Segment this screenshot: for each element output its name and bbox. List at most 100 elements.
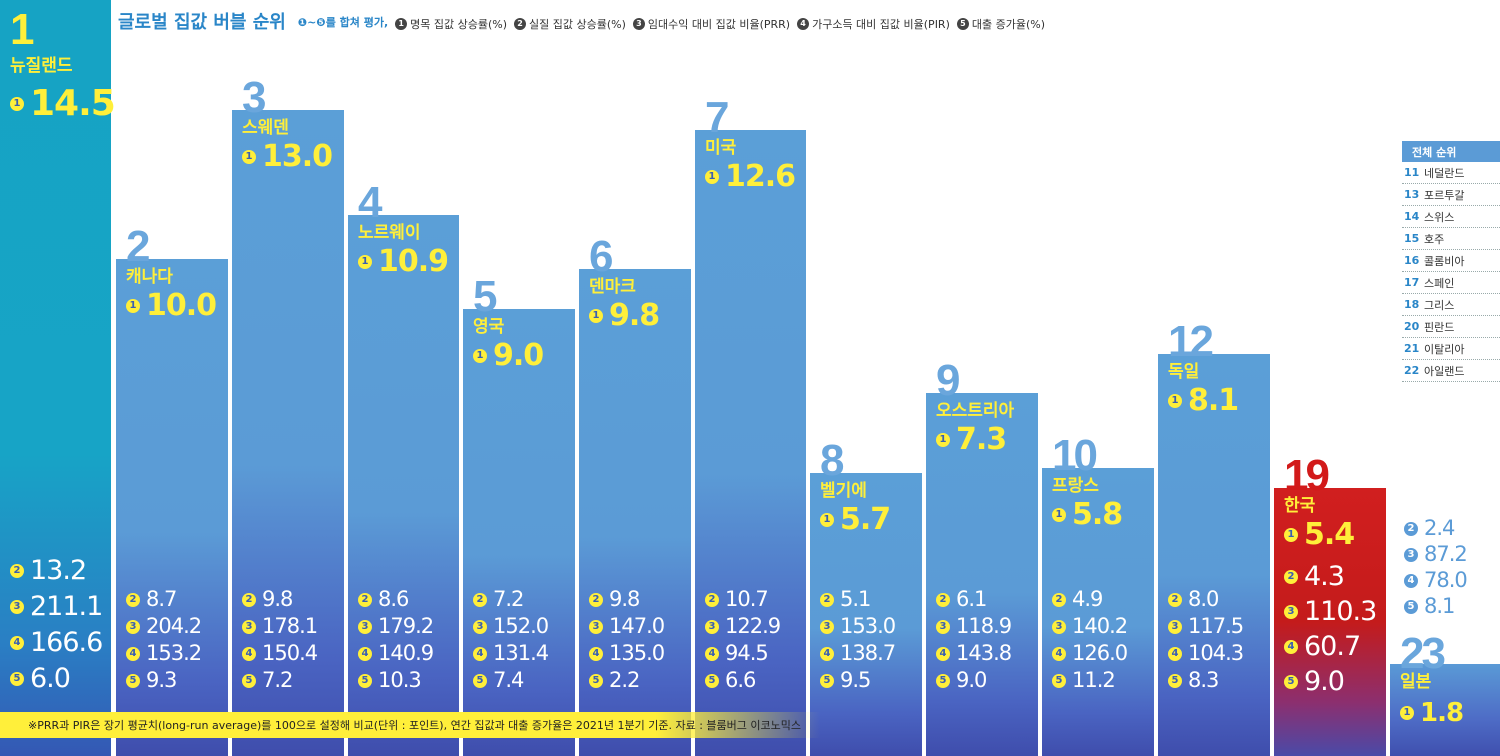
stat-4: 4 135.0: [589, 643, 665, 664]
rank-label: 5: [473, 272, 498, 321]
badge-2-icon: 2: [473, 592, 487, 607]
stat-5: 5 7.4: [473, 670, 524, 691]
badge-4-icon: 4: [473, 646, 487, 661]
stat-3: 3 122.9: [705, 616, 781, 637]
badge-1-icon: 1: [589, 309, 603, 323]
badge-1-icon: 1: [705, 170, 719, 184]
badge-3-icon: 3: [1284, 604, 1298, 619]
legend-item: 1 명목 집값 상승률(%): [395, 16, 507, 32]
legend-badge-icon: 4: [797, 17, 810, 30]
country-label: 독일: [1168, 362, 1200, 382]
legend-badge-icon: 5: [956, 17, 969, 30]
rank-number: 20: [1404, 320, 1420, 333]
stat-4: 4 140.9: [358, 643, 434, 664]
rank-row: 15 호주: [1402, 228, 1500, 250]
badge-4-icon: 4: [820, 646, 834, 661]
stat-value: 7.2: [262, 668, 293, 692]
stat-value: 8.3: [1188, 668, 1219, 692]
stat-3: 3 87.2: [1404, 542, 1468, 566]
badge-4-icon: 4: [936, 646, 950, 661]
stat-4: 4 126.0: [1052, 643, 1128, 664]
stat-value: 104.3: [1188, 641, 1244, 665]
stat-value: 10.7: [725, 587, 769, 611]
rank-row: 22 아일랜드: [1402, 360, 1500, 382]
stat-3: 3 152.0: [473, 616, 549, 637]
badge-3-icon: 3: [473, 619, 487, 634]
legend-label: 가구소득 대비 집값 비율(PIR): [812, 17, 950, 31]
score-label: 1 13.0: [242, 142, 333, 172]
badge-2-icon: 2: [1168, 592, 1182, 607]
rank-row: 13 포르투갈: [1402, 184, 1500, 206]
rank-label: 23: [1400, 629, 1446, 678]
stat-value: 9.0: [956, 668, 987, 692]
badge-3-icon: 3: [242, 619, 256, 634]
rank-country: 이탈리아: [1424, 342, 1465, 356]
stat-2: 2 8.0: [1168, 587, 1219, 611]
badge-2-icon: 2: [10, 563, 24, 578]
stat-2: 2 5.1: [820, 589, 871, 610]
stat-2: 2 4.9: [1052, 589, 1103, 610]
country-label: 캐나다: [126, 267, 173, 287]
stat-value: 9.5: [840, 668, 871, 692]
badge-5-icon: 5: [473, 673, 487, 688]
rank-row: 17 스페인: [1402, 272, 1500, 294]
stat-5: 5 8.3: [1168, 668, 1219, 692]
stat-5: 5 7.2: [242, 668, 293, 692]
stat-2: 2 6.1: [936, 589, 987, 610]
legend-badge-icon: 2: [514, 17, 526, 30]
badge-5-icon: 5: [1052, 673, 1066, 688]
badge-5-icon: 5: [705, 673, 719, 688]
stat-2: 2 13.2: [10, 557, 87, 584]
legend-item: ❶~❺를 합쳐 평가,: [298, 14, 388, 30]
badge-3-icon: 3: [358, 619, 372, 634]
legend-badge-icon: 3: [632, 17, 645, 30]
legend-item: 5 대출 증가율(%): [956, 16, 1045, 32]
rank-label: 2: [126, 222, 151, 271]
badge-3-icon: 3: [1404, 547, 1418, 562]
rank-label: 1: [10, 5, 35, 54]
score-label: 1 5.8: [1052, 500, 1123, 530]
badge-4-icon: 4: [242, 646, 256, 661]
stat-value: 143.8: [956, 641, 1012, 665]
badge-4-icon: 4: [10, 635, 24, 650]
badge-5-icon: 5: [589, 673, 603, 688]
badge-1-icon: 1: [242, 150, 256, 164]
stat-value: 6.6: [725, 668, 756, 692]
badge-1-icon: 1: [820, 513, 834, 527]
stat-5: 5 9.0: [1284, 668, 1345, 695]
stat-3: 3 118.9: [936, 614, 1012, 638]
rank-country: 콜롬비아: [1424, 254, 1465, 268]
badge-4-icon: 4: [358, 646, 372, 661]
rank-country: 그리스: [1424, 298, 1455, 312]
badge-1-icon: 1: [358, 255, 372, 269]
rank-country: 핀란드: [1424, 320, 1455, 334]
stat-value: 7.2: [493, 587, 524, 611]
stat-3: 3 179.2: [358, 616, 434, 637]
badge-1-icon: 1: [126, 299, 140, 313]
stat-4: 4 150.4: [242, 643, 318, 664]
rank-number: 11: [1404, 166, 1420, 179]
stat-value: 9.8: [262, 587, 293, 611]
badge-1-icon: 1: [1400, 706, 1414, 720]
bar: [926, 393, 1038, 756]
stat-3: 3 178.1: [242, 616, 318, 637]
rank-label: 3: [242, 73, 267, 122]
stat-value: 118.9: [956, 614, 1012, 638]
badge-5-icon: 5: [358, 673, 372, 688]
stat-value: 87.2: [1424, 542, 1468, 566]
score-value: 10.9: [378, 244, 449, 279]
stat-value: 131.4: [493, 641, 549, 665]
stat-value: 2.2: [609, 668, 640, 692]
badge-4-icon: 4: [126, 646, 140, 661]
score-label: 1 12.6: [705, 159, 796, 194]
badge-1-icon: 1: [1052, 508, 1066, 522]
rank-number: 13: [1404, 188, 1420, 201]
badge-1-icon: 1: [1168, 394, 1182, 408]
stat-value: 2.4: [1424, 516, 1455, 540]
stat-value: 8.0: [1188, 587, 1219, 611]
country-label: 한국: [1284, 496, 1316, 516]
rank-number: 21: [1404, 342, 1420, 355]
score-value: 12.6: [725, 159, 796, 194]
rank-row: 11 네덜란드: [1402, 162, 1500, 184]
